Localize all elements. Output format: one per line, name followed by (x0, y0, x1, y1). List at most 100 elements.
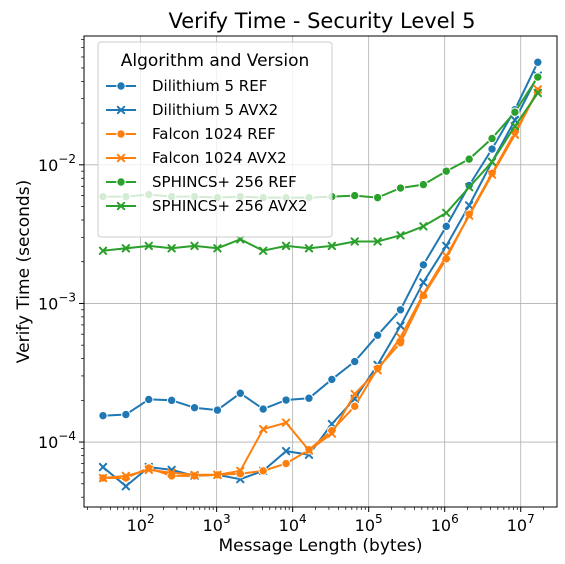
data-point (395, 305, 406, 315)
data-point (510, 107, 520, 117)
data-point (281, 446, 291, 456)
x-tick-label: 102 (127, 512, 155, 535)
x-tick-label: 103 (203, 512, 231, 535)
x-tick-label: 104 (279, 512, 307, 535)
y-tick-label: 10−3 (38, 290, 76, 313)
y-tick-base: 10 (38, 294, 58, 313)
data-point (350, 237, 359, 246)
legend-item: Falcon 1024 AVX2 (106, 149, 287, 167)
data-point (464, 154, 474, 164)
data-point (281, 418, 291, 427)
data-point (190, 470, 199, 480)
data-point (510, 121, 520, 131)
data-point (98, 410, 108, 421)
data-point (487, 170, 497, 179)
data-point (419, 222, 428, 231)
data-point (533, 57, 543, 67)
data-point (258, 404, 268, 414)
y-tick-exponent: −4 (58, 429, 76, 443)
data-point (98, 462, 108, 472)
data-point (418, 260, 429, 270)
legend-label: Falcon 1024 AVX2 (152, 149, 287, 167)
data-point (167, 244, 176, 253)
data-point (258, 466, 268, 476)
x-tick-base: 10 (355, 516, 375, 535)
legend-label: Dilithium 5 REF (152, 77, 267, 95)
data-point (464, 211, 474, 220)
data-point (464, 180, 474, 191)
legend-title: Algorithm and Version (121, 51, 310, 71)
data-point (190, 241, 199, 251)
data-point (144, 394, 154, 405)
data-point (395, 183, 406, 193)
series-sphincs-256-avx2 (98, 88, 543, 255)
x-tick-exponent: 5 (375, 512, 383, 526)
legend-box (97, 41, 333, 238)
y-tick-label: 10−2 (38, 152, 76, 175)
data-point (396, 231, 405, 240)
data-point (510, 130, 520, 139)
x-tick-base: 10 (279, 516, 299, 535)
data-point (419, 278, 428, 287)
legend-marker (116, 153, 126, 163)
data-point (350, 389, 359, 399)
data-point (373, 365, 382, 375)
data-point (442, 251, 451, 261)
data-point (166, 395, 177, 406)
data-point (464, 182, 474, 192)
data-point (487, 144, 497, 154)
data-point (281, 241, 291, 251)
data-point (121, 482, 131, 491)
data-point (419, 289, 428, 299)
legend-label: SPHINCS+ 256 AVX2 (152, 197, 308, 215)
y-tick-exponent: −2 (58, 152, 76, 166)
data-point (418, 179, 429, 190)
data-point (327, 241, 337, 251)
data-point (212, 405, 223, 415)
x-tick-exponent: 7 (527, 512, 535, 526)
data-point (327, 419, 337, 429)
legend-items: Dilithium 5 REF Dilithium 5 AVX2 Falcon 10… (106, 77, 308, 215)
data-point (304, 244, 314, 253)
x-axis-label: Message Length (bytes) (218, 536, 422, 556)
data-point (189, 402, 200, 413)
y-tick-base: 10 (38, 433, 58, 452)
x-tick-exponent: 2 (147, 512, 155, 526)
data-point (258, 246, 268, 255)
legend-marker (116, 105, 126, 115)
x-tick-base: 10 (507, 516, 527, 535)
series-line (102, 92, 539, 252)
plot-frame (83, 35, 558, 508)
chart-title: Verify Time - Security Level 5 (169, 9, 476, 33)
data-point (304, 393, 314, 403)
data-point (258, 424, 268, 434)
data-point (144, 465, 153, 475)
data-point (373, 237, 382, 246)
x-tick-exponent: 6 (451, 512, 459, 526)
data-point (442, 241, 451, 251)
data-point (372, 330, 383, 340)
data-point (121, 471, 131, 481)
y-axis: 10−410−310−2 (38, 39, 84, 498)
data-point (533, 72, 543, 82)
data-point (327, 374, 337, 385)
legend-item: Dilithium 5 AVX2 (106, 101, 278, 119)
data-point (396, 321, 405, 330)
data-point (372, 192, 383, 203)
y-tick-base: 10 (38, 156, 58, 175)
x-tick-exponent: 4 (299, 512, 307, 526)
data-point (350, 401, 360, 412)
y-tick-label: 10−4 (38, 429, 76, 452)
legend-label: Falcon 1024 REF (152, 125, 276, 143)
legend-item: SPHINCS+ 256 AVX2 (106, 197, 308, 215)
data-point (98, 246, 108, 255)
legend-marker (116, 177, 126, 187)
x-tick-base: 10 (431, 516, 451, 535)
data-point (144, 241, 153, 251)
data-point (441, 166, 451, 176)
x-tick-base: 10 (127, 516, 147, 535)
x-axis: 102 103 104 105 106 107 (87, 507, 544, 535)
x-tick-label: 105 (355, 512, 383, 535)
data-point (213, 244, 222, 253)
